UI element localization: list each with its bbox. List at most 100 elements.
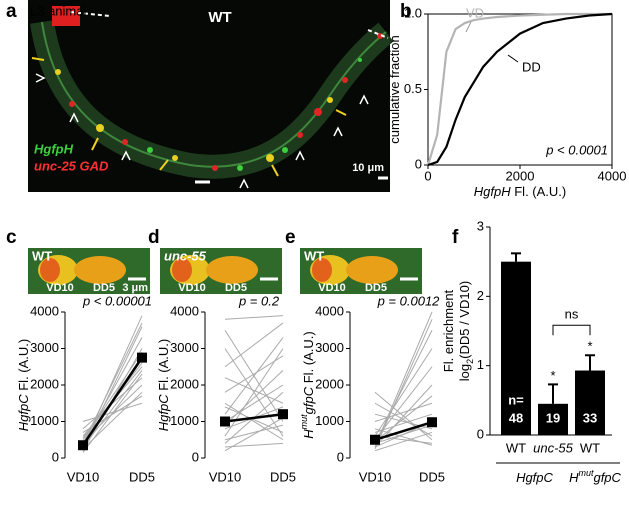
- mean-marker: [370, 434, 380, 445]
- x-axis-label-part: Fl. (A.U.): [511, 184, 567, 199]
- panel-label: c: [6, 227, 17, 248]
- pair-line: [82, 395, 143, 433]
- pair-line: [224, 424, 284, 441]
- pair-line: [374, 366, 433, 441]
- y-tick-label: 0.5: [404, 81, 422, 96]
- y-tick-label: 1000: [170, 413, 199, 428]
- pair-line: [82, 402, 143, 422]
- pair-line: [374, 391, 433, 441]
- y-axis-label: HmutgfpC Fl. (A.U.): [299, 331, 316, 438]
- pair-line: [224, 442, 284, 448]
- cdf-line: [427, 12, 613, 167]
- panel-label: f: [452, 227, 459, 248]
- micrograph: [28, 0, 394, 192]
- pair-line: [82, 370, 143, 448]
- y-axis-label: cumulative fraction: [387, 35, 402, 143]
- y-tick-label: 1: [477, 357, 484, 372]
- cell: [40, 258, 60, 282]
- n-label: n=: [508, 392, 524, 407]
- y-axis-label-part: Fl. (A.U.): [301, 331, 316, 387]
- bracket: [552, 324, 591, 336]
- mean-marker: [137, 352, 147, 363]
- pair-line: [374, 431, 433, 452]
- pair-line: [224, 402, 284, 441]
- annotation: p = 0.0012: [377, 293, 441, 308]
- pair-line: [374, 402, 433, 422]
- pair-line: [374, 402, 433, 437]
- x-axis-label-part: HgfpH: [474, 184, 511, 199]
- y-tick-label: 0: [477, 426, 484, 441]
- channel-label: unc-25 GAD: [34, 158, 109, 173]
- y-tick-label: 3000: [315, 340, 344, 355]
- pair-line: [224, 417, 284, 452]
- cell: [312, 258, 332, 282]
- pair-line: [374, 330, 433, 444]
- x-tick-label: 2000: [506, 168, 535, 183]
- y-axis-label-part: Fl. (A.U.): [156, 339, 171, 395]
- y-axis-label: HgfpC Fl. (A.U.): [16, 339, 31, 431]
- x-tick-label: unc-55: [533, 440, 574, 455]
- x-tick-label: WT: [580, 440, 600, 455]
- group-label-part: HgfpC: [516, 470, 553, 485]
- y-tick-label: 0: [415, 156, 422, 171]
- mean-line: [81, 356, 144, 446]
- mean-line: [224, 412, 284, 423]
- x-tick-label: VD10: [359, 469, 392, 484]
- pair-line: [374, 395, 433, 442]
- y-tick-label: 0: [337, 449, 344, 464]
- bar: [538, 403, 568, 435]
- y-tick-label: 2000: [315, 376, 344, 391]
- panel-label: b: [400, 1, 412, 22]
- scale-label: 3 μm: [122, 282, 148, 294]
- cell: [74, 256, 126, 284]
- cell-label: VD10: [318, 282, 346, 294]
- cdf-line: [426, 12, 612, 166]
- scale-label: 10 μm: [352, 162, 384, 174]
- mean-marker: [427, 417, 437, 428]
- mean-line: [374, 421, 433, 441]
- pair-line: [224, 337, 284, 415]
- y-axis-label: Fl. enrichment: [441, 289, 456, 372]
- pair-line: [224, 370, 284, 426]
- group-label: HmutgfpC: [569, 468, 621, 485]
- pair-line: [224, 406, 284, 433]
- y-tick-label: 1000: [30, 413, 59, 428]
- y-axis-label-part: (DD5 / VD10): [457, 281, 472, 359]
- n-label: 48: [509, 410, 523, 425]
- y-tick-label: 4000: [30, 303, 59, 318]
- y-tick-label: 3000: [170, 340, 199, 355]
- y-tick-label: 2: [477, 288, 484, 303]
- arrow: [507, 54, 519, 63]
- cell-label: VD10: [178, 282, 206, 294]
- x-tick-label: 4000: [598, 168, 627, 183]
- mean-marker: [78, 440, 88, 451]
- cell-label: VD10: [46, 282, 74, 294]
- y-axis-label-part: 2: [465, 359, 475, 364]
- pair-line: [224, 377, 284, 404]
- y-tick-label: 1.0: [404, 5, 422, 20]
- y-axis-label-part: mut: [299, 414, 309, 430]
- channel-label: HgfpH: [34, 141, 74, 156]
- y-axis-label-part: Fl. enrichment: [441, 289, 456, 372]
- mean-marker: [220, 416, 230, 427]
- x-tick-label: DD5: [129, 469, 155, 484]
- panel-label: e: [285, 227, 296, 248]
- cell-label: DD5: [365, 282, 387, 294]
- group-label: HgfpC: [516, 470, 553, 485]
- y-axis-label-part: HgfpC: [16, 394, 31, 431]
- pair-line: [224, 315, 284, 320]
- inset-label: unc-55: [164, 248, 207, 263]
- y-axis-label-part: gfpC: [301, 386, 316, 414]
- y-tick-label: 0: [192, 449, 199, 464]
- pair-line: [82, 322, 143, 444]
- y-axis-label: HgfpC Fl. (A.U.): [156, 339, 171, 431]
- x-tick-label: VD10: [209, 469, 242, 484]
- cell-label: DD5: [225, 282, 247, 294]
- x-tick-label: 0: [424, 168, 431, 183]
- y-tick-label: 4000: [315, 303, 344, 318]
- significance: *: [587, 339, 592, 354]
- pair-line: [374, 428, 433, 446]
- x-tick-label: DD5: [419, 469, 445, 484]
- image-label: WT: [208, 9, 231, 26]
